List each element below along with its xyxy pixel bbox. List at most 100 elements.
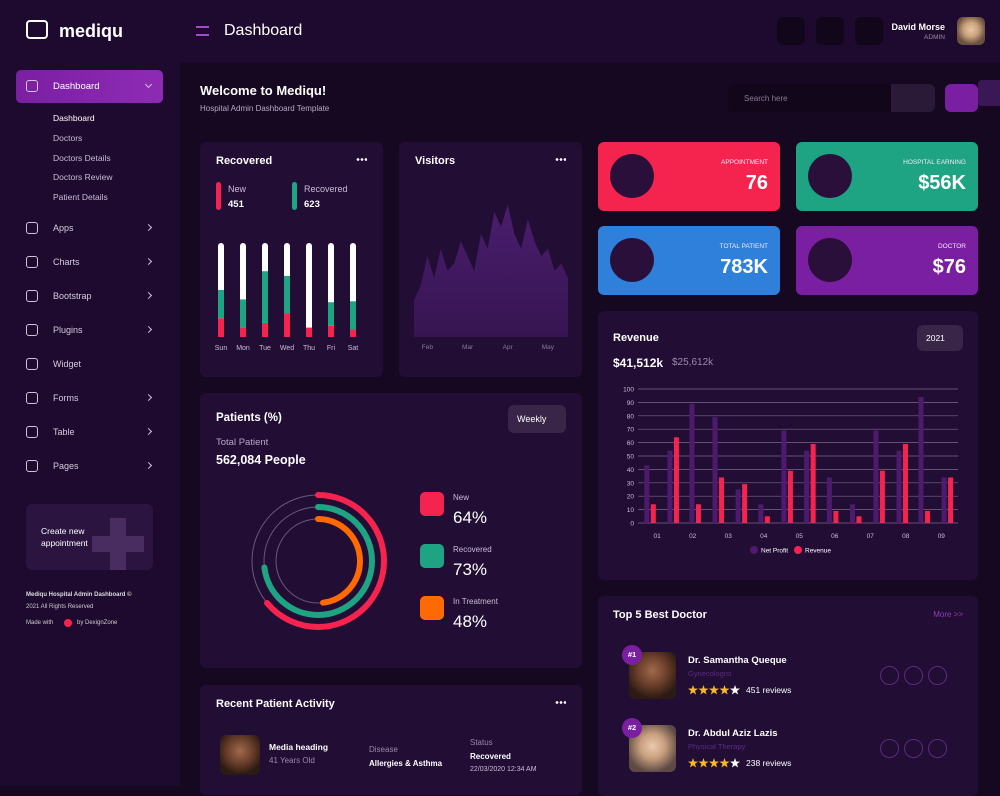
patient-name: Media heading: [269, 742, 329, 752]
legend-label: In Treatment: [453, 597, 499, 606]
legend-value: 73%: [453, 560, 487, 579]
disease: Allergies & Asthma: [369, 759, 443, 768]
social-link[interactable]: [928, 739, 947, 758]
patient-age: 41 Years Old: [269, 756, 315, 765]
x-tick-label: 06: [831, 533, 839, 540]
social-link[interactable]: [880, 666, 899, 685]
rank-badge: #1: [622, 645, 642, 665]
year-dropdown[interactable]: 2021: [917, 325, 963, 351]
x-tick-label: 02: [689, 533, 697, 540]
doctor-name[interactable]: Dr. Samantha Queque: [688, 655, 787, 666]
menu-icon: [26, 80, 38, 92]
submenu-item[interactable]: Doctors Review: [53, 172, 113, 183]
submenu-item[interactable]: Doctors: [53, 132, 83, 143]
rating: [688, 758, 740, 768]
bar: [644, 465, 650, 523]
bar: [902, 443, 908, 523]
user-avatar[interactable]: [957, 17, 985, 45]
rank-badge: #2: [622, 718, 642, 738]
menu-item-active[interactable]: Dashboard: [16, 70, 163, 103]
star: [709, 685, 719, 695]
social-link[interactable]: [904, 739, 923, 758]
bar-segment: [218, 318, 224, 337]
x-tick-label: Sat: [348, 345, 359, 352]
promo-card[interactable]: Create new appointment: [26, 504, 153, 570]
stat-value: $56K: [918, 172, 966, 194]
doctor-name[interactable]: Dr. Abdul Aziz Lazis: [688, 728, 778, 739]
brand[interactable]: mediqu: [59, 21, 124, 41]
menu-item[interactable]: Plugins: [53, 325, 83, 335]
y-tick-label: 0: [630, 521, 634, 528]
more-link[interactable]: More >>: [933, 610, 963, 619]
x-tick-label: 04: [760, 533, 768, 540]
bar: [758, 504, 764, 523]
header: [0, 0, 1000, 62]
x-tick-label: 01: [654, 533, 662, 540]
revenue-total: $41,512k: [613, 356, 664, 370]
bar-segment: [328, 302, 334, 326]
period-dropdown[interactable]: Weekly: [508, 405, 566, 433]
patient-photo: [220, 735, 260, 775]
card-menu[interactable]: [356, 158, 367, 161]
settings-button[interactable]: [945, 84, 978, 112]
legend-swatch: [420, 492, 444, 516]
stat-icon: [808, 238, 852, 282]
search-box[interactable]: Search here: [728, 84, 935, 112]
copyright: Mediqu Hospital Admin Dashboard ©: [26, 592, 132, 598]
menu-item[interactable]: Pages: [53, 461, 79, 471]
rights: 2021 All Rights Reserved: [26, 604, 94, 610]
bar: [856, 516, 862, 523]
legend-value: 64%: [453, 508, 487, 527]
submenu-item[interactable]: Patient Details: [53, 192, 108, 203]
x-tick-label: 08: [902, 533, 910, 540]
submenu-item[interactable]: Doctors Details: [53, 152, 111, 163]
menu-item[interactable]: Bootstrap: [53, 291, 92, 301]
stat-icon: [808, 154, 852, 198]
x-tick-label: Tue: [259, 345, 271, 352]
card-menu[interactable]: [555, 701, 566, 704]
star: [688, 758, 698, 768]
menu-item[interactable]: Charts: [53, 257, 80, 267]
social-link[interactable]: [880, 739, 899, 758]
status: Recovered: [470, 752, 511, 761]
reviews: 451 reviews: [746, 685, 792, 695]
menu-item[interactable]: Apps: [53, 223, 74, 233]
bar-segment: [262, 271, 268, 323]
logo-icon: [26, 20, 48, 39]
menu-item[interactable]: Forms: [53, 393, 79, 403]
date: 22/03/2020 12:34 AM: [470, 766, 537, 773]
menu-label: Dashboard: [53, 81, 100, 92]
star: [698, 758, 709, 768]
social-link[interactable]: [928, 666, 947, 685]
social-link[interactable]: [904, 666, 923, 685]
bar-segment: [350, 301, 356, 330]
fullscreen-button[interactable]: [777, 17, 805, 45]
bar: [650, 504, 656, 523]
user-name[interactable]: David Morse: [891, 22, 945, 32]
notifications-button[interactable]: [855, 17, 883, 45]
settings-tab[interactable]: [978, 80, 1000, 106]
menu-item[interactable]: Widget: [53, 359, 82, 369]
menu-icon: [26, 324, 38, 336]
card-title: Top 5 Best Doctor: [613, 609, 707, 621]
submenu-item[interactable]: Dashboard: [53, 113, 95, 123]
menu-item[interactable]: Table: [53, 427, 75, 437]
card-menu[interactable]: [555, 158, 566, 161]
welcome-title: Welcome to Mediqu!: [200, 83, 327, 98]
y-tick-label: 100: [623, 387, 634, 394]
user-role: ADMIN: [924, 34, 945, 41]
search-button[interactable]: [891, 84, 935, 112]
legend-dot: [794, 546, 802, 554]
x-tick-label: Mon: [236, 345, 250, 352]
apps-button[interactable]: [816, 17, 844, 45]
menu-toggle[interactable]: [196, 26, 209, 36]
bar: [689, 403, 695, 523]
legend-swatch: [420, 544, 444, 568]
welcome-subtitle: Hospital Admin Dashboard Template: [200, 104, 330, 113]
x-tick-label: May: [542, 344, 555, 351]
bar: [742, 484, 748, 523]
x-tick-label: 09: [938, 533, 946, 540]
promo-text: Create new appointment: [41, 526, 88, 548]
y-tick-label: 70: [627, 427, 635, 434]
bar-segment: [240, 299, 246, 328]
